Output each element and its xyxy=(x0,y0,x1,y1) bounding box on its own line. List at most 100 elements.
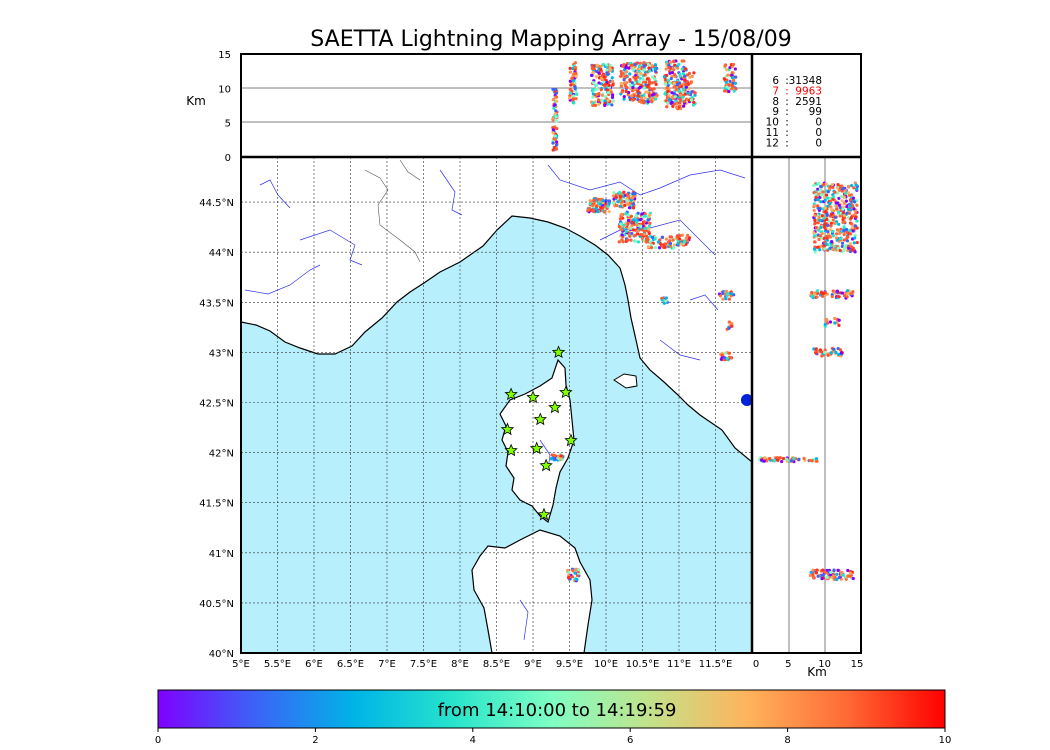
alt-lat-flash-point xyxy=(817,228,821,232)
colorbar-label: from 14:10:00 to 14:19:59 xyxy=(438,700,677,721)
alt-lon-flash-point xyxy=(610,95,615,99)
lon-tick-label: 10°E xyxy=(594,659,618,670)
map-flash-point xyxy=(647,231,651,236)
count-row: 12: 0 xyxy=(766,137,822,149)
alt-lat-flash-point xyxy=(835,577,839,582)
map-flash-point xyxy=(607,210,611,214)
count-label: 9 xyxy=(772,106,779,118)
alt-lat-flash-point xyxy=(823,225,827,229)
map-flash-point xyxy=(727,326,731,330)
count-row: 9: 99 xyxy=(772,106,822,118)
count-label: 8 xyxy=(772,96,779,108)
alt-lat-flash-point xyxy=(762,459,766,463)
colorbar-gradient xyxy=(157,689,946,729)
alt-lat-flash-point xyxy=(792,457,796,461)
alt-lat-flash-point xyxy=(841,218,845,222)
alt-lat-flash-point xyxy=(816,574,820,578)
count-separator: : xyxy=(785,137,789,149)
map-flash-point xyxy=(627,206,632,210)
alt-lat-flash-point xyxy=(810,294,814,298)
alt-lon-flash-point xyxy=(551,131,555,135)
map-flash-point xyxy=(621,239,625,243)
alt-lon-flash-point xyxy=(646,100,650,104)
alt-lat-flash-point xyxy=(826,230,830,234)
map-flash-point xyxy=(589,199,593,203)
alt-lat-flash-point xyxy=(824,210,828,214)
alt-lon-flash-point xyxy=(692,100,696,104)
map-flash-point xyxy=(638,233,643,237)
alt-lat-flash-point xyxy=(816,192,820,196)
alt-lon-flash-point xyxy=(653,63,658,67)
alt-lon-flash-point xyxy=(723,89,727,93)
lon-tick-label: 5.5°E xyxy=(264,659,291,670)
lat-tick-label: 42.5°N xyxy=(199,398,234,409)
alt-lon-flash-point xyxy=(551,141,555,145)
map-flash-point xyxy=(612,191,616,195)
alt-lat-flash-point xyxy=(816,187,820,191)
alt-lat-flash-point xyxy=(851,229,855,233)
alt-lat-flash-point xyxy=(852,207,856,211)
alt-lon-flash-point xyxy=(665,105,669,109)
alt-lat-flash-point xyxy=(816,204,820,208)
map-flash-point xyxy=(615,203,619,208)
map-flash-point xyxy=(676,234,680,238)
alt-lon-flash-point xyxy=(625,70,629,74)
alt-lon-flash-point xyxy=(639,72,643,76)
alt-lon-flash-point xyxy=(693,93,697,97)
map-flash-point xyxy=(724,289,729,293)
map-flash-point xyxy=(594,204,599,208)
map-flash-point xyxy=(627,202,631,207)
map-flash-point xyxy=(721,297,725,301)
alt-lat-flash-point xyxy=(837,196,841,200)
alt-lon-flash-point xyxy=(668,60,672,64)
alt-lon-flash-point xyxy=(568,91,572,95)
map-flash-point xyxy=(591,208,596,212)
map-flash-point xyxy=(672,246,676,250)
alt-lon-flash-point xyxy=(630,81,634,85)
alt-lon-tick-label: 15 xyxy=(218,50,231,61)
lat-tick-label: 44°N xyxy=(209,248,234,259)
count-separator: : xyxy=(785,127,789,139)
alt-lon-flash-point xyxy=(619,69,623,74)
alt-lat-flash-point xyxy=(847,184,851,188)
alt-lon-flash-point xyxy=(572,101,576,105)
alt-lat-flash-point xyxy=(844,199,848,203)
map-flash-point xyxy=(630,224,634,228)
lon-tick-label: 6°E xyxy=(305,659,323,670)
land-elba xyxy=(613,373,638,389)
map-flash-point xyxy=(642,232,646,237)
alt-lat-flash-point xyxy=(837,323,841,328)
colorbar-tick-label: 0 xyxy=(155,735,161,746)
map-flash-point xyxy=(719,357,723,361)
alt-lon-flash-point xyxy=(610,76,614,80)
count-value: 99 xyxy=(809,106,822,118)
alt-lat-flash-point xyxy=(835,207,839,211)
alt-lon-flash-point xyxy=(648,69,652,73)
alt-lat-flash-point xyxy=(843,293,847,297)
alt-lon-flash-point xyxy=(663,92,667,96)
alt-lat-flash-point xyxy=(838,248,842,253)
map-flash-point xyxy=(621,199,625,204)
alt-lon-flash-point xyxy=(672,81,676,85)
alt-lat-flash-point xyxy=(849,216,853,220)
alt-lon-flash-point xyxy=(674,88,678,92)
alt-lon-flash-point xyxy=(674,102,679,106)
alt-lon-flash-point xyxy=(570,76,574,80)
lon-tick-label: 9.5°E xyxy=(556,659,583,670)
count-value: 0 xyxy=(815,137,822,149)
alt-lat-flash-point xyxy=(836,568,840,572)
alt-lon-flash-point xyxy=(648,86,652,90)
alt-lon-flash-point xyxy=(591,87,595,91)
alt-lon-flash-point xyxy=(600,98,604,102)
map-flash-point xyxy=(642,229,646,233)
alt-lat-flash-point xyxy=(818,195,822,200)
alt-lat-flash-point xyxy=(849,193,853,197)
alt-lat-flash-point xyxy=(832,577,836,581)
map-flash-point xyxy=(684,236,688,240)
alt-lon-flash-point xyxy=(653,66,657,71)
alt-lon-flash-point xyxy=(645,90,649,94)
alt-lat-flash-point xyxy=(850,222,854,226)
map-flash-point xyxy=(650,246,654,250)
map-flash-point xyxy=(647,227,651,231)
map-flash-point xyxy=(671,238,675,242)
